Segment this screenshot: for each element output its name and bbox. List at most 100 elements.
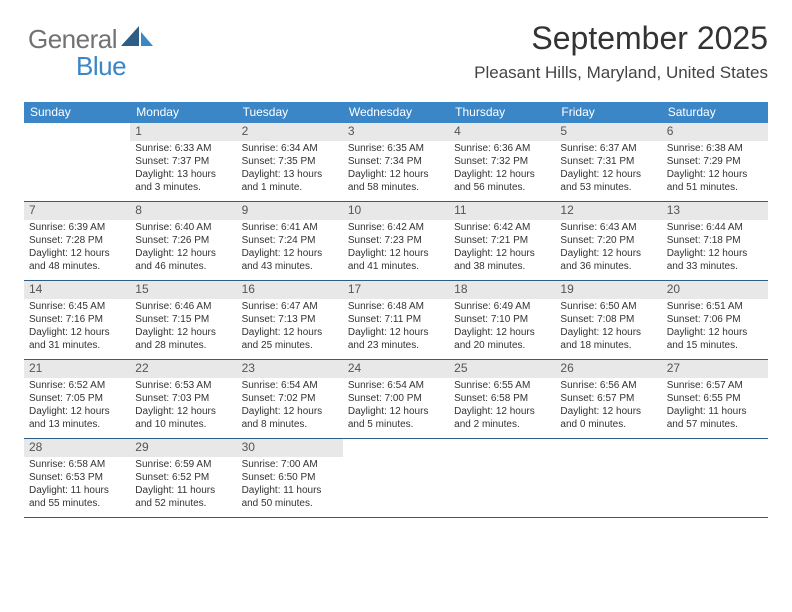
daylight-line: Daylight: 12 hours and 2 minutes. xyxy=(454,406,550,432)
sunset-line: Sunset: 7:11 PM xyxy=(348,314,444,327)
daylight-line: Daylight: 12 hours and 0 minutes. xyxy=(560,406,656,432)
sunrise-line: Sunrise: 6:48 AM xyxy=(348,301,444,314)
daylight-line: Daylight: 12 hours and 5 minutes. xyxy=(348,406,444,432)
day-cell: 9Sunrise: 6:41 AMSunset: 7:24 PMDaylight… xyxy=(237,202,343,280)
day-cell xyxy=(662,439,768,517)
dow-cell: Friday xyxy=(555,102,661,123)
sunrise-line: Sunrise: 7:00 AM xyxy=(242,459,338,472)
day-cell: 26Sunrise: 6:56 AMSunset: 6:57 PMDayligh… xyxy=(555,360,661,438)
sunset-line: Sunset: 7:32 PM xyxy=(454,156,550,169)
day-cell: 5Sunrise: 6:37 AMSunset: 7:31 PMDaylight… xyxy=(555,123,661,201)
daylight-line: Daylight: 12 hours and 38 minutes. xyxy=(454,248,550,274)
day-number: 24 xyxy=(343,360,449,378)
day-cell: 30Sunrise: 7:00 AMSunset: 6:50 PMDayligh… xyxy=(237,439,343,517)
daylight-line: Daylight: 12 hours and 18 minutes. xyxy=(560,327,656,353)
day-number: 8 xyxy=(130,202,236,220)
sunset-line: Sunset: 7:06 PM xyxy=(667,314,763,327)
day-cell: 16Sunrise: 6:47 AMSunset: 7:13 PMDayligh… xyxy=(237,281,343,359)
sunset-line: Sunset: 7:23 PM xyxy=(348,235,444,248)
day-cell: 8 Sunrise: 6:40 AMSunset: 7:26 PMDaylight… xyxy=(130,202,236,280)
dow-cell: Saturday xyxy=(662,102,768,123)
day-number: 7 xyxy=(24,202,130,220)
daylight-line: Daylight: 12 hours and 31 minutes. xyxy=(29,327,125,353)
sunset-line: Sunset: 7:02 PM xyxy=(242,393,338,406)
day-number: 6 xyxy=(662,123,768,141)
week-row: 14Sunrise: 6:45 AMSunset: 7:16 PMDayligh… xyxy=(24,281,768,360)
day-cell: 2 Sunrise: 6:34 AMSunset: 7:35 PMDaylight… xyxy=(237,123,343,201)
sunset-line: Sunset: 6:50 PM xyxy=(242,472,338,485)
sunrise-line: Sunrise: 6:59 AM xyxy=(135,459,231,472)
logo-text-blue: Blue xyxy=(76,51,126,82)
sunrise-line: Sunrise: 6:42 AM xyxy=(348,222,444,235)
sunset-line: Sunset: 6:58 PM xyxy=(454,393,550,406)
sunset-line: Sunset: 7:37 PM xyxy=(135,156,231,169)
day-cell: 28Sunrise: 6:58 AMSunset: 6:53 PMDayligh… xyxy=(24,439,130,517)
daylight-line: Daylight: 12 hours and 56 minutes. xyxy=(454,169,550,195)
location-subtitle: Pleasant Hills, Maryland, United States xyxy=(474,63,768,83)
daylight-line: Daylight: 12 hours and 51 minutes. xyxy=(667,169,763,195)
daylight-line: Daylight: 12 hours and 58 minutes. xyxy=(348,169,444,195)
day-number: 18 xyxy=(449,281,555,299)
daylight-line: Daylight: 12 hours and 48 minutes. xyxy=(29,248,125,274)
sunset-line: Sunset: 7:18 PM xyxy=(667,235,763,248)
weeks-container: 1Sunrise: 6:33 AMSunset: 7:37 PMDaylight… xyxy=(24,123,768,518)
sunrise-line: Sunrise: 6:35 AM xyxy=(348,143,444,156)
sunset-line: Sunset: 7:20 PM xyxy=(560,235,656,248)
title-block: September 2025 Pleasant Hills, Maryland,… xyxy=(474,20,768,83)
sunset-line: Sunset: 6:57 PM xyxy=(560,393,656,406)
daylight-line: Daylight: 11 hours and 55 minutes. xyxy=(29,485,125,511)
dow-cell: Tuesday xyxy=(237,102,343,123)
day-number: 5 xyxy=(555,123,661,141)
day-number: 28 xyxy=(24,439,130,457)
sunset-line: Sunset: 7:35 PM xyxy=(242,156,338,169)
dow-cell: Wednesday xyxy=(343,102,449,123)
day-cell xyxy=(343,439,449,517)
day-number: 22 xyxy=(130,360,236,378)
day-number: 1 xyxy=(130,123,236,141)
day-cell: 15Sunrise: 6:46 AMSunset: 7:15 PMDayligh… xyxy=(130,281,236,359)
dow-cell: Monday xyxy=(130,102,236,123)
day-number: 20 xyxy=(662,281,768,299)
daylight-line: Daylight: 11 hours and 50 minutes. xyxy=(242,485,338,511)
day-cell: 27Sunrise: 6:57 AMSunset: 6:55 PMDayligh… xyxy=(662,360,768,438)
week-row: 21Sunrise: 6:52 AMSunset: 7:05 PMDayligh… xyxy=(24,360,768,439)
day-number: 2 xyxy=(237,123,343,141)
day-cell: 1Sunrise: 6:33 AMSunset: 7:37 PMDaylight… xyxy=(130,123,236,201)
day-number: 12 xyxy=(555,202,661,220)
day-cell: 3Sunrise: 6:35 AMSunset: 7:34 PMDaylight… xyxy=(343,123,449,201)
day-cell: 24Sunrise: 6:54 AMSunset: 7:00 PMDayligh… xyxy=(343,360,449,438)
brand-logo: General Blue xyxy=(28,24,126,82)
day-number: 27 xyxy=(662,360,768,378)
sunset-line: Sunset: 6:55 PM xyxy=(667,393,763,406)
sunset-line: Sunset: 7:26 PM xyxy=(135,235,231,248)
day-cell: 29Sunrise: 6:59 AMSunset: 6:52 PMDayligh… xyxy=(130,439,236,517)
daylight-line: Daylight: 13 hours and 1 minute. xyxy=(242,169,338,195)
sunset-line: Sunset: 7:21 PM xyxy=(454,235,550,248)
sunrise-line: Sunrise: 6:54 AM xyxy=(242,380,338,393)
sunrise-line: Sunrise: 6:37 AM xyxy=(560,143,656,156)
day-number: 4 xyxy=(449,123,555,141)
daylight-line: Daylight: 12 hours and 36 minutes. xyxy=(560,248,656,274)
daylight-line: Daylight: 12 hours and 46 minutes. xyxy=(135,248,231,274)
daylight-line: Daylight: 13 hours and 3 minutes. xyxy=(135,169,231,195)
daylight-line: Daylight: 12 hours and 28 minutes. xyxy=(135,327,231,353)
week-row: 7Sunrise: 6:39 AMSunset: 7:28 PMDaylight… xyxy=(24,202,768,281)
day-cell: 7Sunrise: 6:39 AMSunset: 7:28 PMDaylight… xyxy=(24,202,130,280)
sunset-line: Sunset: 6:53 PM xyxy=(29,472,125,485)
daylight-line: Daylight: 12 hours and 23 minutes. xyxy=(348,327,444,353)
sunrise-line: Sunrise: 6:42 AM xyxy=(454,222,550,235)
sunrise-line: Sunrise: 6:46 AM xyxy=(135,301,231,314)
day-number: 17 xyxy=(343,281,449,299)
sunset-line: Sunset: 7:13 PM xyxy=(242,314,338,327)
day-cell: 25Sunrise: 6:55 AMSunset: 6:58 PMDayligh… xyxy=(449,360,555,438)
days-of-week-header: SundayMondayTuesdayWednesdayThursdayFrid… xyxy=(24,102,768,123)
sunset-line: Sunset: 7:08 PM xyxy=(560,314,656,327)
sunrise-line: Sunrise: 6:55 AM xyxy=(454,380,550,393)
sunrise-line: Sunrise: 6:34 AM xyxy=(242,143,338,156)
day-cell: 12Sunrise: 6:43 AMSunset: 7:20 PMDayligh… xyxy=(555,202,661,280)
week-row: 28Sunrise: 6:58 AMSunset: 6:53 PMDayligh… xyxy=(24,439,768,518)
sunrise-line: Sunrise: 6:40 AM xyxy=(135,222,231,235)
sunset-line: Sunset: 7:16 PM xyxy=(29,314,125,327)
day-number: 23 xyxy=(237,360,343,378)
sunset-line: Sunset: 7:03 PM xyxy=(135,393,231,406)
